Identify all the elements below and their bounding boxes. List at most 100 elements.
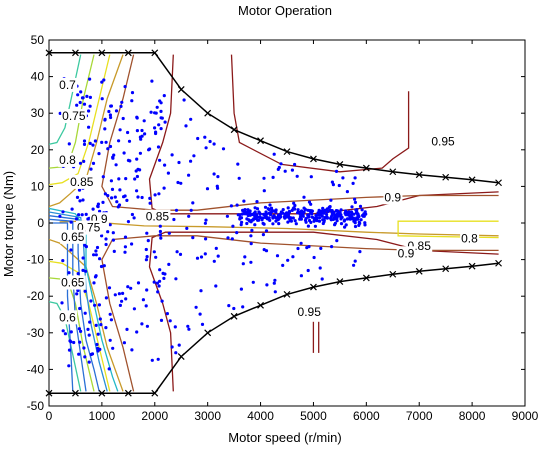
scatter-point [61,259,65,263]
envelope-marker [98,49,106,57]
scatter-point [102,78,106,82]
scatter-point [186,324,190,328]
scatter-point [92,253,96,257]
scatter-point [158,158,162,162]
envelope-marker [362,274,370,282]
scatter-point [78,100,82,105]
scatter-point [60,301,64,305]
scatter-point [69,330,73,334]
contour-line-055-19 [49,215,100,392]
contour-label-background [296,304,323,319]
scatter-point [248,210,252,214]
scatter-point [61,329,65,333]
scatter-point [320,209,325,213]
scatter-point [135,157,139,161]
scatter-point [318,266,322,270]
scatter-point [299,241,303,245]
scatter-point [245,221,249,226]
scatter-point [113,195,117,199]
scatter-point [262,212,266,216]
scatter-point [265,283,269,287]
scatter-point [67,142,71,146]
scatter-point [136,195,140,199]
envelope-marker [124,389,132,397]
scatter-point [170,153,174,157]
scatter-point [232,306,236,311]
scatter-point [89,299,93,303]
scatter-point [296,208,300,212]
scatter-point [216,254,220,258]
envelope-marker [151,389,159,397]
scatter-point [230,237,234,241]
scatter-point [331,183,335,187]
scatter-point [174,208,179,212]
envelope-lower-line [49,262,499,394]
scatter-point [81,96,85,100]
scatter-point [87,109,91,113]
contour-label-background [58,310,78,325]
scatter-point [216,175,220,179]
scatter-point [328,205,332,209]
envelope-marker [72,389,79,397]
scatter-point [353,176,357,180]
scatter-point [212,172,216,176]
scatter-point [159,127,163,131]
scatter-point [199,255,204,259]
scatter-point [248,213,252,217]
scatter-point [159,109,163,113]
envelope-marker [151,49,159,57]
scatter-point [182,98,186,102]
scatter-point [130,91,135,95]
scatter-point [157,123,161,127]
scatter-point [300,209,304,213]
y-tick-label: -40 [27,362,45,376]
envelope-marker [442,173,450,181]
scatter-point [250,228,254,232]
scatter-point [92,281,96,285]
x-tick-label: 0 [46,409,53,423]
scatter-point [126,130,130,135]
scatter-point [187,327,191,331]
scatter-point [141,298,145,302]
scatter-point [221,147,226,151]
scatter-point [93,303,97,307]
scatter-point [276,218,280,222]
scatter-point [111,238,115,242]
scatter-point [194,305,198,309]
scatter-point [357,220,361,224]
scatter-point [349,210,353,214]
scatter-point [302,206,306,210]
scatter-point [145,231,149,235]
scatter-point [243,210,247,214]
scatter-point [281,263,285,267]
scatter-point [69,248,73,252]
scatter-point [264,249,269,253]
scatter-point [91,207,95,211]
scatter-point [302,195,306,199]
contour-line-05-20 [49,218,87,392]
scatter-point [140,322,144,326]
scatter-point [153,111,157,115]
scatter-point [318,216,322,220]
scatter-point [269,212,273,216]
scatter-point [263,205,268,209]
scatter-point [144,247,148,252]
y-tick-label: -20 [27,289,45,303]
scatter-point [79,90,83,94]
scatter-point [67,364,71,368]
scatter-point [279,162,283,166]
scatter-point [95,245,100,250]
scatter-point [286,213,290,217]
scatter-point [174,277,178,281]
scatter-point [273,290,277,294]
scatter-point [236,213,240,217]
scatter-point [135,330,139,334]
scatter-point [122,151,126,155]
envelope-marker [257,301,264,309]
contour-line-08-12 [397,220,499,239]
scatter-point [123,250,127,254]
scatter-point [82,159,86,163]
scatter-point [271,175,275,179]
scatter-point [184,124,188,128]
scatter-point [296,246,300,251]
